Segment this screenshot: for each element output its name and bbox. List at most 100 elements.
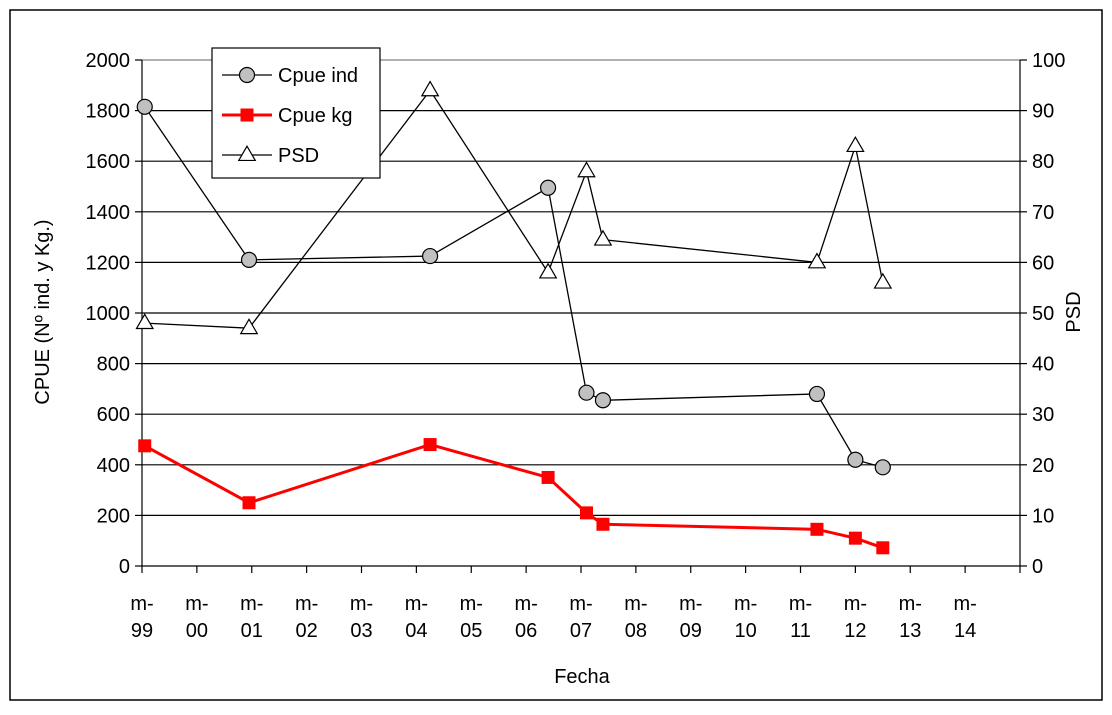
y-tick-label: 1200 [86, 252, 131, 274]
data-point [242, 496, 256, 510]
y2-tick-label: 10 [1032, 505, 1054, 527]
x-tick-label-top: m- [185, 593, 208, 615]
x-tick-label-bottom: 11 [790, 620, 811, 642]
legend-item: Cpue kg [222, 105, 353, 127]
y-tick-label: 1800 [86, 101, 131, 123]
series-cpue-ind [136, 98, 891, 476]
y-tick-label: 600 [97, 404, 130, 426]
y2-tick-label: 50 [1032, 303, 1054, 325]
series-psd [135, 80, 893, 335]
data-point [810, 522, 824, 536]
x-tick-label-bottom: 08 [625, 620, 647, 642]
data-point [541, 470, 555, 484]
chart-frame [9, 9, 1103, 701]
y2-tick-label: 60 [1032, 252, 1054, 274]
y-tick-label: 200 [97, 505, 130, 527]
grid-lines [142, 59, 1020, 517]
data-point [873, 272, 893, 289]
x-tick-label-top: m- [734, 593, 757, 615]
x-tick-label-top: m- [514, 593, 537, 615]
y-tick-label: 400 [97, 455, 130, 477]
x-tick-label-top: m- [624, 593, 647, 615]
data-point [808, 385, 826, 403]
data-point [578, 384, 595, 401]
y2-tick-label: 70 [1032, 202, 1054, 224]
x-tick-label-bottom: 99 [131, 620, 153, 642]
data-point [847, 451, 864, 468]
data-point [807, 252, 827, 269]
legend-label: Cpue kg [278, 105, 353, 127]
y-tick-label: 2000 [86, 50, 131, 72]
legend-item: PSD [222, 144, 319, 167]
y2-tick-label: 90 [1032, 101, 1054, 123]
data-point [420, 80, 440, 97]
data-point [538, 262, 558, 279]
y-tick-label: 1000 [86, 303, 131, 325]
x-tick-label-bottom: 02 [296, 620, 318, 642]
x-tick-label-bottom: 13 [899, 620, 921, 642]
y-tick-label: 1600 [86, 151, 131, 173]
x-tick-label-top: m- [350, 593, 373, 615]
axes: 0200400600800100012001400160018002000010… [86, 50, 1066, 642]
y-tick-label: 1400 [86, 202, 131, 224]
y2-tick-label: 0 [1032, 556, 1043, 578]
y-tick-label: 0 [119, 556, 130, 578]
data-point [593, 229, 613, 246]
y2-axis-title: PSD [1063, 291, 1085, 332]
y2-tick-label: 100 [1032, 50, 1065, 72]
x-tick-label-bottom: 05 [460, 620, 482, 642]
x-tick-label-top: m- [953, 593, 976, 615]
legend-box [211, 47, 381, 179]
legend: Cpue ind Cpue kg PSD [211, 47, 381, 179]
data-point [874, 459, 891, 476]
x-tick-label-bottom: 09 [680, 620, 702, 642]
x-tick-label-top: m- [240, 593, 263, 615]
data-point [577, 161, 596, 178]
x-tick-label-top: m- [679, 593, 702, 615]
x-tick-label-bottom: 12 [844, 620, 866, 642]
y2-tick-label: 80 [1032, 151, 1054, 173]
data-point [239, 318, 259, 335]
x-tick-label-bottom: 06 [515, 620, 537, 642]
x-tick-label-bottom: 03 [350, 620, 372, 642]
data-point [240, 251, 258, 268]
x-tick-label-top: m- [295, 593, 318, 615]
x-tick-label-top: m- [789, 593, 812, 615]
x-tick-label-top: m- [844, 593, 867, 615]
x-tick-label-top: m- [569, 593, 592, 615]
y2-tick-label: 40 [1032, 354, 1054, 376]
data-point [421, 247, 439, 265]
y2-tick-label: 30 [1032, 404, 1054, 426]
x-tick-label-bottom: 04 [405, 620, 427, 642]
series-layer [135, 80, 893, 555]
x-tick-label-bottom: 00 [186, 620, 208, 642]
data-point [848, 531, 862, 545]
y-axis-title: CPUE (Nº ind. y Kg.) [32, 219, 54, 404]
x-tick-label-top: m- [899, 593, 922, 615]
data-point [579, 506, 593, 520]
series-cpue-kg [138, 438, 890, 555]
x-axis-title: Fecha [554, 666, 610, 688]
data-point [846, 135, 865, 153]
y-tick-label: 800 [97, 354, 130, 376]
legend-item: Cpue ind [222, 65, 358, 87]
y2-tick-label: 20 [1032, 455, 1054, 477]
data-point [135, 313, 155, 330]
data-point [594, 392, 612, 409]
data-point [876, 541, 890, 555]
data-point [539, 179, 557, 196]
data-point [136, 98, 153, 115]
x-tick-label-bottom: 07 [570, 620, 592, 642]
data-point [596, 517, 610, 531]
data-point [423, 438, 437, 452]
data-point [138, 439, 152, 453]
x-tick-label-top: m- [405, 593, 428, 615]
legend-label: Cpue ind [278, 65, 358, 87]
x-tick-label-bottom: 10 [735, 620, 757, 642]
legend-label: PSD [278, 145, 319, 167]
x-tick-label-top: m- [130, 593, 153, 615]
x-tick-label-bottom: 14 [954, 620, 976, 642]
x-tick-label-bottom: 01 [241, 620, 263, 642]
